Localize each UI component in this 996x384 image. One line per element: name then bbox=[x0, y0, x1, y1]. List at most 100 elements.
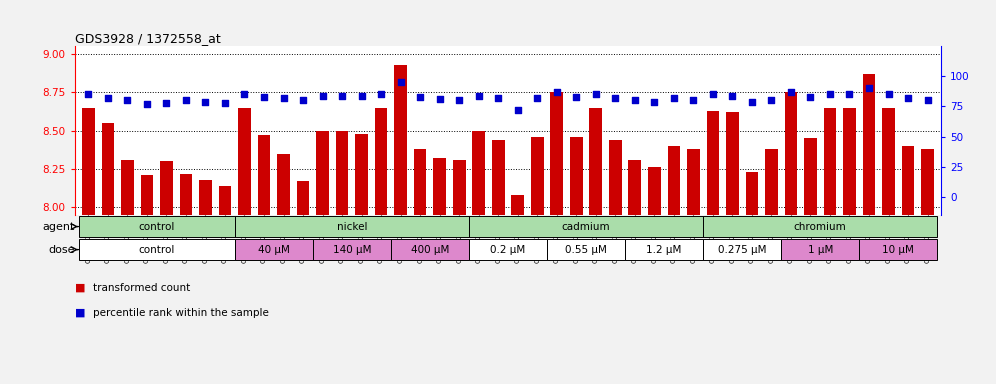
Point bbox=[549, 89, 565, 95]
Point bbox=[744, 99, 760, 105]
Text: control: control bbox=[138, 245, 175, 255]
Bar bbox=[746, 172, 758, 215]
Bar bbox=[703, 239, 781, 260]
Text: cadmium: cadmium bbox=[562, 222, 611, 232]
Bar bbox=[179, 174, 192, 215]
Bar bbox=[882, 108, 894, 215]
Point bbox=[256, 94, 272, 100]
Bar bbox=[860, 239, 937, 260]
Point bbox=[666, 95, 682, 101]
Bar bbox=[628, 160, 641, 215]
Text: chromium: chromium bbox=[794, 222, 847, 232]
Bar bbox=[433, 158, 446, 215]
Bar bbox=[469, 216, 703, 237]
Point bbox=[334, 93, 350, 99]
Text: ■: ■ bbox=[75, 283, 89, 293]
Bar bbox=[648, 167, 660, 215]
Point bbox=[608, 95, 623, 101]
Bar bbox=[297, 181, 310, 215]
Point bbox=[392, 79, 408, 85]
Bar bbox=[703, 216, 937, 237]
Point bbox=[138, 101, 154, 107]
Point bbox=[569, 94, 585, 100]
Bar bbox=[390, 239, 469, 260]
Bar bbox=[356, 134, 368, 215]
Point bbox=[510, 107, 526, 113]
Bar bbox=[160, 161, 172, 215]
Point bbox=[900, 95, 916, 101]
Bar bbox=[551, 92, 563, 215]
Point bbox=[529, 95, 545, 101]
Point bbox=[354, 93, 370, 99]
Bar bbox=[336, 131, 349, 215]
Text: 0.2 μM: 0.2 μM bbox=[490, 245, 526, 255]
Bar bbox=[547, 239, 625, 260]
Text: 1.2 μM: 1.2 μM bbox=[646, 245, 682, 255]
Bar bbox=[511, 195, 524, 215]
Bar bbox=[609, 140, 622, 215]
Bar bbox=[374, 108, 387, 215]
Bar bbox=[804, 138, 817, 215]
Point bbox=[451, 97, 467, 103]
Point bbox=[431, 96, 447, 102]
Bar bbox=[531, 137, 544, 215]
Bar bbox=[472, 131, 485, 215]
Bar bbox=[79, 216, 235, 237]
Text: GDS3928 / 1372558_at: GDS3928 / 1372558_at bbox=[75, 32, 220, 45]
Text: nickel: nickel bbox=[337, 222, 368, 232]
Point bbox=[919, 97, 935, 103]
Bar bbox=[140, 175, 153, 215]
Point bbox=[822, 91, 838, 98]
Point bbox=[803, 94, 819, 100]
Bar bbox=[82, 108, 95, 215]
Point bbox=[158, 100, 174, 106]
Bar bbox=[235, 216, 469, 237]
Text: 40 μM: 40 μM bbox=[258, 245, 290, 255]
Bar bbox=[453, 160, 465, 215]
Text: 140 μM: 140 μM bbox=[333, 245, 372, 255]
Text: 0.275 μM: 0.275 μM bbox=[718, 245, 766, 255]
Point bbox=[178, 97, 194, 103]
Bar bbox=[313, 239, 390, 260]
Bar bbox=[625, 239, 703, 260]
Bar bbox=[901, 146, 914, 215]
Text: transformed count: transformed count bbox=[93, 283, 190, 293]
Point bbox=[588, 91, 604, 98]
Bar bbox=[258, 135, 270, 215]
Point bbox=[685, 97, 701, 103]
Text: ■: ■ bbox=[75, 308, 89, 318]
Point bbox=[81, 91, 97, 98]
Point bbox=[412, 94, 428, 100]
Point bbox=[626, 97, 642, 103]
Bar bbox=[921, 149, 934, 215]
Point bbox=[783, 89, 799, 95]
Bar bbox=[235, 239, 313, 260]
Point bbox=[217, 100, 233, 106]
Bar bbox=[844, 108, 856, 215]
Bar bbox=[199, 180, 212, 215]
Point bbox=[315, 93, 331, 99]
Point bbox=[295, 97, 311, 103]
Bar bbox=[316, 131, 329, 215]
Point bbox=[236, 91, 252, 98]
Point bbox=[100, 95, 116, 101]
Bar bbox=[469, 239, 547, 260]
Bar bbox=[785, 92, 797, 215]
Text: percentile rank within the sample: percentile rank within the sample bbox=[93, 308, 269, 318]
Bar bbox=[590, 108, 603, 215]
Bar bbox=[687, 149, 700, 215]
Bar bbox=[238, 108, 251, 215]
Point bbox=[646, 99, 662, 105]
Bar bbox=[824, 108, 837, 215]
Bar bbox=[122, 160, 133, 215]
Point bbox=[724, 93, 740, 99]
Bar bbox=[863, 74, 875, 215]
Bar bbox=[492, 140, 505, 215]
Bar bbox=[781, 239, 860, 260]
Point bbox=[471, 93, 487, 99]
Point bbox=[276, 95, 292, 101]
Text: agent: agent bbox=[43, 222, 75, 232]
Point bbox=[374, 91, 389, 98]
Point bbox=[490, 95, 506, 101]
Text: control: control bbox=[138, 222, 175, 232]
